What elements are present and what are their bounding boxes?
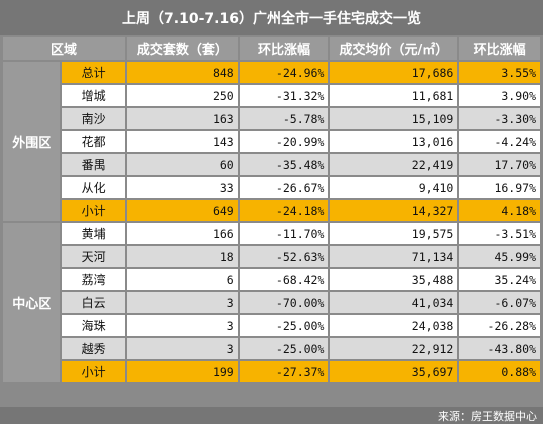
table-row-outer-subtotal: 小计 649 -24.18% 14,327 4.18% <box>3 200 540 221</box>
row-units: 166 <box>126 223 238 244</box>
row-name: 白云 <box>62 292 125 313</box>
row-units-change: -70.00% <box>239 292 329 313</box>
source-note: 来源：房王数据中心 <box>0 407 543 424</box>
row-units: 649 <box>126 200 238 221</box>
row-units-change: -25.00% <box>239 338 329 359</box>
row-units-change: -31.32% <box>239 85 329 106</box>
row-price-change: -3.30% <box>459 108 540 129</box>
row-name: 天河 <box>62 246 125 267</box>
row-units: 60 <box>126 154 238 175</box>
row-units-change: -24.18% <box>239 200 329 221</box>
table-row: 中心区 黄埔 166 -11.70% 19,575 -3.51% <box>3 223 540 382</box>
row-units: 18 <box>126 246 238 267</box>
row-price: 14,327 <box>330 200 458 221</box>
table-row: 越秀 3 -25.00% 22,912 -43.80% <box>3 338 540 359</box>
row-price: 24,038 <box>330 315 458 336</box>
row-name: 从化 <box>62 177 125 198</box>
row-name: 小计 <box>62 361 125 382</box>
row-units-change: -68.42% <box>239 269 329 290</box>
row-price-change: 17.70% <box>459 154 540 175</box>
row-name: 番禺 <box>62 154 125 175</box>
row-price: 11,681 <box>330 85 458 106</box>
row-units: 143 <box>126 131 238 152</box>
table-row: 荔湾 6 -68.42% 35,488 35.24% <box>3 269 540 290</box>
table-row: 从化 33 -26.67% 9,410 16.97% <box>3 177 540 198</box>
row-price-change: 16.97% <box>459 177 540 198</box>
row-price: 35,697 <box>330 361 458 382</box>
row-price: 71,134 <box>330 246 458 267</box>
row-price: 15,109 <box>330 108 458 129</box>
row-units-change: -11.70% <box>239 223 329 244</box>
row-price-change: -4.24% <box>459 131 540 152</box>
row-units-change: -52.63% <box>239 246 329 267</box>
table-row-outer-total: 外围区 总计 848 -24.96% 17,686 3.55% <box>3 62 540 221</box>
header-price: 成交均价（元/㎡） <box>330 37 458 60</box>
row-units: 199 <box>126 361 238 382</box>
table-row-center-subtotal: 小计 199 -27.37% 35,697 0.88% <box>3 361 540 382</box>
region-label-outer: 外围区 <box>3 62 61 221</box>
row-price: 19,575 <box>330 223 458 244</box>
row-price: 17,686 <box>330 62 458 83</box>
row-name: 越秀 <box>62 338 125 359</box>
table-row: 番禺 60 -35.48% 22,419 17.70% <box>3 154 540 175</box>
row-name: 花都 <box>62 131 125 152</box>
row-name: 荔湾 <box>62 269 125 290</box>
row-price-change: 0.88% <box>459 361 540 382</box>
table-row: 海珠 3 -25.00% 24,038 -26.28% <box>3 315 540 336</box>
region-label-center: 中心区 <box>3 223 61 382</box>
row-units: 33 <box>126 177 238 198</box>
table-row: 增城 250 -31.32% 11,681 3.90% <box>3 85 540 106</box>
row-price-change: 3.55% <box>459 62 540 83</box>
row-price-change: -3.51% <box>459 223 540 244</box>
row-name: 南沙 <box>62 108 125 129</box>
table-row: 天河 18 -52.63% 71,134 45.99% <box>3 246 540 267</box>
row-units: 6 <box>126 269 238 290</box>
row-price-change: -43.80% <box>459 338 540 359</box>
row-units: 163 <box>126 108 238 129</box>
header-units-change: 环比涨幅 <box>239 37 329 60</box>
row-price-change: 4.18% <box>459 200 540 221</box>
row-units-change: -35.48% <box>239 154 329 175</box>
row-name: 总计 <box>62 62 125 83</box>
row-price-change: 35.24% <box>459 269 540 290</box>
row-price: 9,410 <box>330 177 458 198</box>
row-units-change: -25.00% <box>239 315 329 336</box>
table-row: 花都 143 -20.99% 13,016 -4.24% <box>3 131 540 152</box>
row-price-change: 45.99% <box>459 246 540 267</box>
row-units: 3 <box>126 292 238 313</box>
row-name: 增城 <box>62 85 125 106</box>
row-units-change: -27.37% <box>239 361 329 382</box>
row-price: 35,488 <box>330 269 458 290</box>
row-units: 3 <box>126 338 238 359</box>
row-units-change: -5.78% <box>239 108 329 129</box>
row-price-change: -6.07% <box>459 292 540 313</box>
row-price: 22,419 <box>330 154 458 175</box>
table-row: 南沙 163 -5.78% 15,109 -3.30% <box>3 108 540 129</box>
row-price: 13,016 <box>330 131 458 152</box>
row-units-change: -26.67% <box>239 177 329 198</box>
row-units: 250 <box>126 85 238 106</box>
row-units: 3 <box>126 315 238 336</box>
row-name: 小计 <box>62 200 125 221</box>
sales-table: 区域 成交套数（套） 环比涨幅 成交均价（元/㎡） 环比涨幅 外围区 总计 84… <box>1 35 542 384</box>
row-units-change: -20.99% <box>239 131 329 152</box>
row-price-change: -26.28% <box>459 315 540 336</box>
table-title: 上周（7.10-7.16）广州全市一手住宅成交一览 <box>0 0 543 35</box>
row-price: 22,912 <box>330 338 458 359</box>
header-row: 区域 成交套数（套） 环比涨幅 成交均价（元/㎡） 环比涨幅 <box>3 37 540 60</box>
header-price-change: 环比涨幅 <box>459 37 540 60</box>
row-units: 848 <box>126 62 238 83</box>
row-name: 黄埔 <box>62 223 125 244</box>
row-price: 41,034 <box>330 292 458 313</box>
row-units-change: -24.96% <box>239 62 329 83</box>
header-units: 成交套数（套） <box>126 37 238 60</box>
row-name: 海珠 <box>62 315 125 336</box>
header-region: 区域 <box>3 37 125 60</box>
table-row: 白云 3 -70.00% 41,034 -6.07% <box>3 292 540 313</box>
row-price-change: 3.90% <box>459 85 540 106</box>
